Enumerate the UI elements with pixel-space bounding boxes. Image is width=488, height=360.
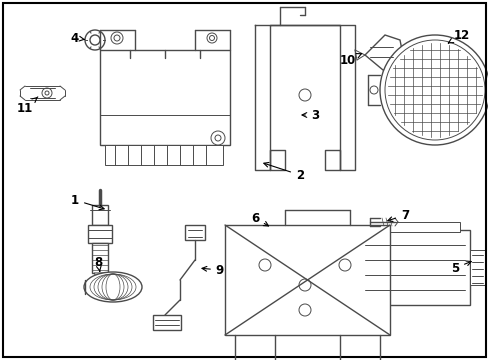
Circle shape [85,30,105,50]
Circle shape [209,36,214,41]
Circle shape [369,86,377,94]
Text: 3: 3 [302,108,318,122]
Text: 2: 2 [264,162,304,181]
Text: 1: 1 [71,194,104,210]
Bar [224,225,389,335]
Text: 11: 11 [17,97,38,114]
Bar [359,230,469,305]
Text: 4: 4 [71,32,84,45]
Bar [92,205,108,225]
Text: 9: 9 [202,264,224,276]
Circle shape [42,88,52,98]
Circle shape [259,259,270,271]
Circle shape [215,135,221,141]
Circle shape [379,35,488,145]
Bar [153,315,181,330]
Circle shape [45,91,49,95]
Circle shape [210,131,224,145]
Circle shape [111,32,123,44]
Circle shape [114,35,120,41]
Circle shape [298,279,310,291]
Bar [100,50,229,145]
Text: 8: 8 [94,256,102,271]
Bar [105,145,223,165]
Bar [92,243,108,273]
Bar [469,250,484,285]
Bar [369,222,459,232]
Circle shape [206,33,217,43]
Circle shape [384,40,484,140]
Text: 10: 10 [339,54,361,67]
Text: 6: 6 [250,212,268,226]
Bar [184,225,204,240]
Circle shape [90,35,100,45]
Polygon shape [364,35,402,70]
Polygon shape [94,273,106,282]
Circle shape [298,89,310,101]
Bar [88,225,112,243]
Ellipse shape [84,272,142,302]
Text: 12: 12 [447,28,469,43]
Circle shape [298,304,310,316]
Text: 7: 7 [387,208,408,221]
Circle shape [338,259,350,271]
Text: 5: 5 [450,261,470,274]
